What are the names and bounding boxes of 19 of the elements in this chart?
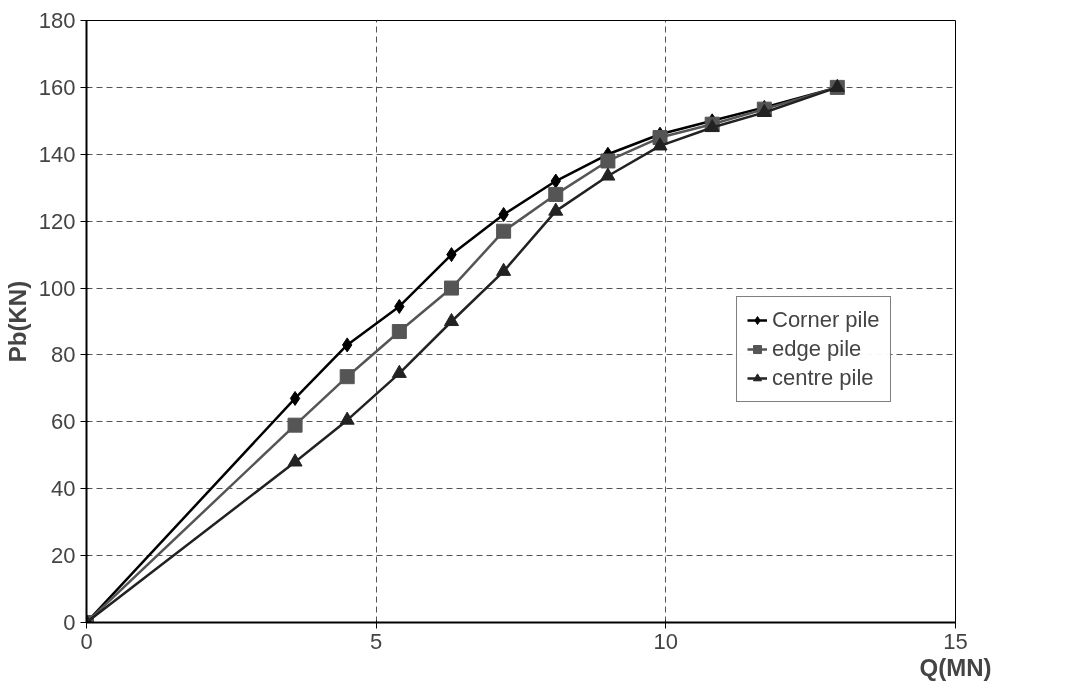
y-tick-label: 0 (63, 610, 76, 635)
y-tick-label: 60 (51, 409, 76, 435)
legend-label: edge pile (772, 336, 862, 362)
x-tick-label: 5 (370, 628, 383, 654)
x-tick-label: 15 (943, 628, 968, 654)
y-tick-label: 160 (38, 74, 76, 100)
x-tick-label: 10 (653, 628, 679, 654)
y-tick-label: 140 (38, 141, 76, 167)
y-tick-label: 100 (38, 275, 76, 301)
y-tick-label: 20 (51, 543, 76, 569)
y-axis-title: Pb(KN) (3, 280, 31, 363)
y-tick-label: 120 (38, 208, 76, 234)
y-tick-label: 180 (38, 8, 76, 33)
y-tick-label: 80 (51, 342, 76, 368)
legend-label: Corner pile (772, 307, 880, 333)
x-axis-title: Q(MN) (919, 653, 992, 681)
y-tick-label: 40 (51, 476, 76, 502)
legend-label: centre pile (772, 365, 874, 391)
x-tick-label: 0 (80, 628, 93, 654)
